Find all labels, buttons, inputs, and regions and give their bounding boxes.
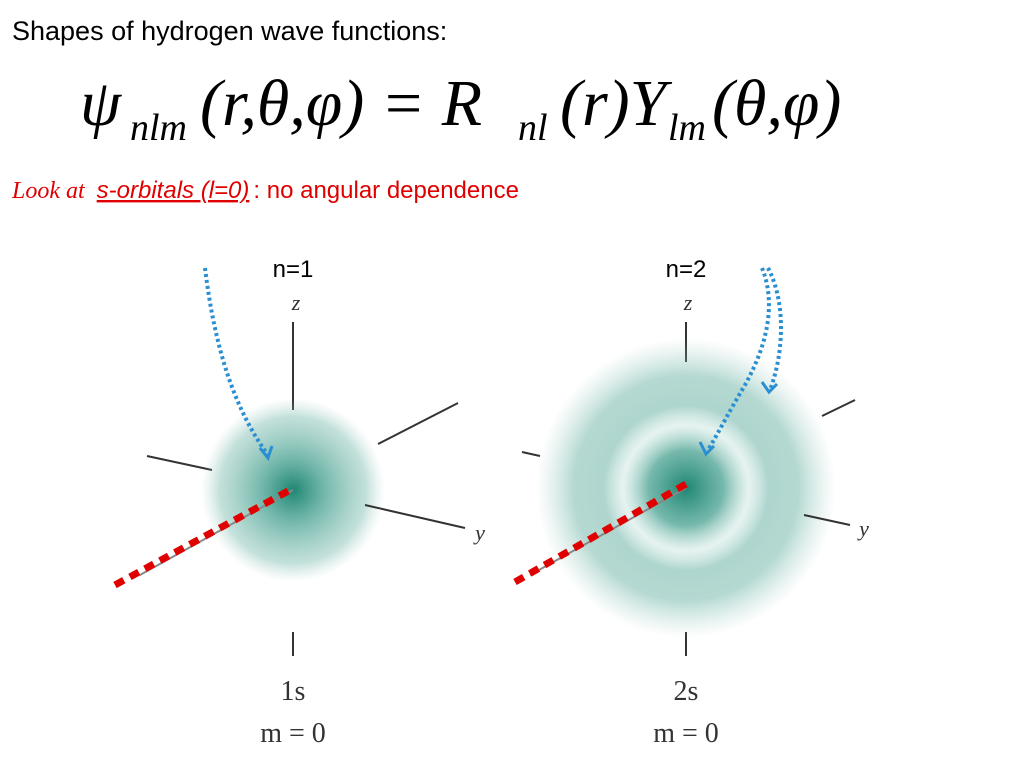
orbital-m: m = 0	[653, 718, 719, 749]
eq-part: (r,θ,φ) = R	[200, 67, 482, 140]
orbital-m: m = 0	[260, 718, 326, 749]
eq-part: (r)Y	[560, 67, 673, 140]
axis-label: z	[291, 290, 301, 315]
eq-sub: nl	[518, 107, 548, 149]
orbital-name: 2s	[674, 676, 699, 707]
eq-sub: lm	[668, 107, 706, 149]
equation: ψ nlm (r,θ,φ) = R nl (r)Y lm (θ,φ)	[80, 67, 841, 149]
orbital-2s	[513, 267, 856, 656]
orbital-name: 1s	[281, 676, 306, 707]
heading: n=2	[666, 256, 707, 283]
axis	[364, 504, 466, 529]
axis-label: z	[683, 290, 693, 315]
eq-part: ψ	[80, 67, 122, 140]
arrowhead	[698, 441, 716, 457]
note-lead: Look at	[11, 178, 86, 204]
orbital-1s	[113, 267, 466, 656]
axis-label: y	[473, 520, 485, 545]
arrowhead	[760, 381, 779, 395]
arrow	[766, 267, 783, 391]
axis	[521, 451, 541, 457]
eq-part: (θ,φ)	[712, 67, 841, 140]
axis	[803, 514, 851, 526]
axis	[377, 402, 459, 445]
axis	[821, 399, 856, 417]
arrow	[203, 267, 270, 457]
note-rest: : no angular dependence	[253, 177, 519, 204]
arrowhead	[258, 445, 274, 462]
eq-sub: nlm	[130, 107, 187, 149]
arrow	[706, 267, 771, 452]
note-link: s-orbitals (l=0)	[97, 177, 250, 204]
axis	[146, 455, 213, 471]
note: Look at s-orbitals (l=0) : no angular de…	[11, 177, 519, 204]
title: Shapes of hydrogen wave functions:	[12, 16, 447, 46]
heading: n=1	[273, 256, 314, 283]
axis-label: y	[857, 516, 869, 541]
